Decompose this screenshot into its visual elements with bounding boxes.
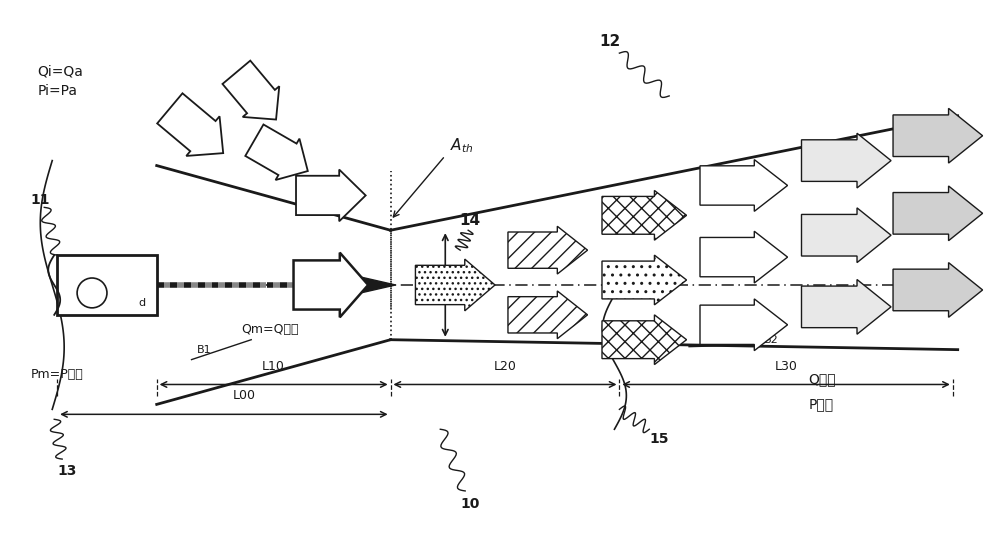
Polygon shape bbox=[700, 299, 788, 351]
Polygon shape bbox=[700, 160, 788, 211]
Text: B1: B1 bbox=[197, 344, 211, 354]
Polygon shape bbox=[801, 133, 891, 188]
Text: 10: 10 bbox=[460, 497, 480, 511]
Text: Pi=Pa: Pi=Pa bbox=[37, 84, 77, 98]
Text: Qm=Q燃气: Qm=Q燃气 bbox=[241, 323, 299, 336]
Text: Pm=P燃气: Pm=P燃气 bbox=[30, 368, 83, 381]
Text: d: d bbox=[138, 298, 145, 308]
Text: L30: L30 bbox=[775, 360, 798, 372]
Polygon shape bbox=[700, 231, 788, 283]
Bar bbox=[57, 255, 157, 315]
Text: $A_{th}$: $A_{th}$ bbox=[450, 136, 474, 155]
Text: L10: L10 bbox=[262, 360, 285, 372]
Polygon shape bbox=[415, 259, 495, 311]
Text: 12: 12 bbox=[599, 34, 620, 49]
Polygon shape bbox=[602, 255, 687, 305]
Polygon shape bbox=[893, 186, 983, 241]
Text: 11: 11 bbox=[30, 193, 50, 207]
Polygon shape bbox=[222, 60, 279, 119]
Polygon shape bbox=[245, 124, 308, 180]
Polygon shape bbox=[602, 315, 687, 365]
Text: L20: L20 bbox=[494, 360, 516, 372]
Polygon shape bbox=[893, 108, 983, 163]
Text: Qi=Qa: Qi=Qa bbox=[37, 64, 83, 78]
Polygon shape bbox=[801, 208, 891, 263]
Polygon shape bbox=[294, 253, 368, 318]
Text: Q最小: Q最小 bbox=[808, 372, 836, 386]
Text: B2: B2 bbox=[764, 335, 778, 345]
Polygon shape bbox=[361, 277, 396, 293]
Text: 14: 14 bbox=[460, 213, 481, 228]
Text: 13: 13 bbox=[57, 464, 77, 478]
Text: L00: L00 bbox=[232, 389, 255, 403]
Polygon shape bbox=[296, 170, 366, 221]
Text: P最小: P最小 bbox=[808, 398, 834, 412]
Polygon shape bbox=[508, 291, 588, 339]
Polygon shape bbox=[157, 94, 223, 156]
Polygon shape bbox=[508, 226, 588, 274]
Text: 15: 15 bbox=[649, 432, 669, 446]
Polygon shape bbox=[602, 190, 687, 240]
Polygon shape bbox=[801, 279, 891, 334]
Text: D: D bbox=[453, 278, 464, 292]
Polygon shape bbox=[893, 263, 983, 318]
